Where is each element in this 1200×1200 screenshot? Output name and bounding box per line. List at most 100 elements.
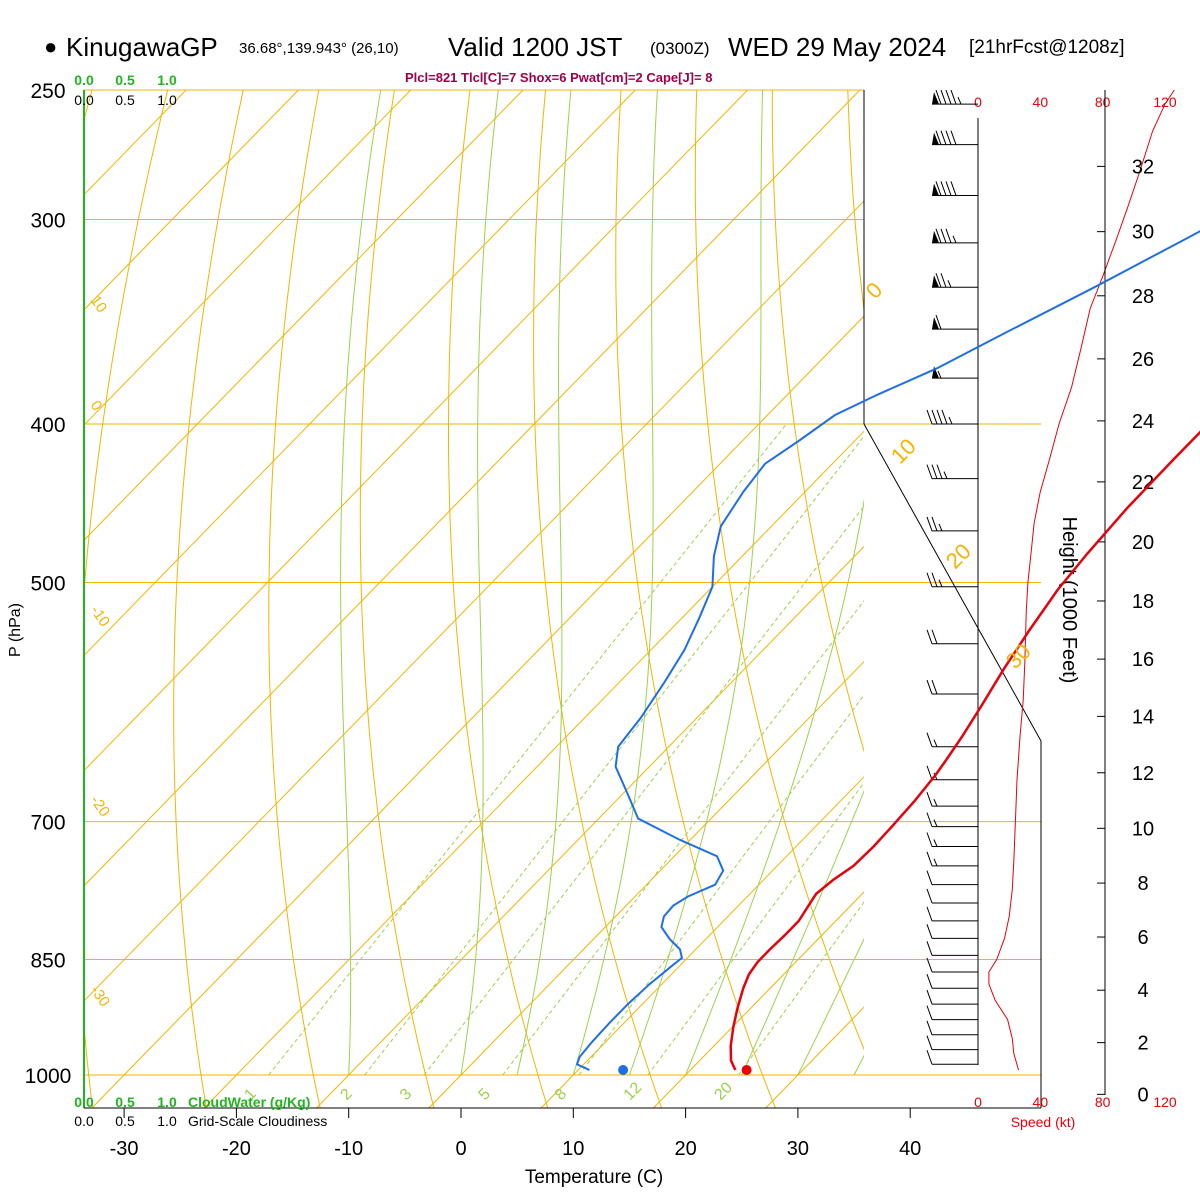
wind-barb-pennant [932,183,939,196]
grid-lines: 1 2 3 5 8 12 20 [84,90,1200,1110]
x-axis-label: Temperature (C) [525,1167,663,1188]
wind-barb-pennant [932,92,939,105]
temperature-tick-label: 40 [899,1138,921,1160]
cloudiness-scale-label: 0.0 [74,1113,94,1129]
pressure-tick-label: 1000 [25,1065,72,1088]
wind-barb-flag [935,273,942,288]
pressure-tick-label: 850 [30,950,65,973]
sounding-series [575,230,1200,1076]
height-tick-label: 18 [1132,591,1154,613]
mixing-ratio-line [578,694,864,1076]
moist-adiabat-line [572,90,658,1076]
speed-tick-label-bottom: 40 [1033,1094,1049,1110]
height-tick-label: 4 [1137,980,1148,1002]
isotherm-label: -30 [87,983,113,1011]
dry-adiabat-line [771,90,864,753]
temperature-tick-label: 30 [787,1138,809,1160]
wind-barb-flag [931,516,938,532]
cloudiness-scale-top-label: 0.0 [74,92,94,108]
wind-barb-flag [926,1050,933,1065]
height-tick-label: 6 [1137,927,1148,949]
wind-barb-half-flag [952,235,957,244]
speed-tick-label-top: 0 [974,94,982,110]
height-tick-label: 8 [1137,873,1148,895]
wind-barb-flag [926,765,933,780]
wind-barb-flag [926,924,933,939]
moist-adiabat-line [741,789,864,1076]
dry-adiabat-line [1150,90,1200,1110]
wind-barb-flag [936,464,943,479]
wind-barb-flag [926,888,933,904]
cloudiness-scale-label: 1.0 [157,1113,177,1129]
pressure-tick-label: 400 [30,414,65,437]
skew-temperature-label: 10 [886,434,921,469]
wind-barb-flag [926,1020,933,1035]
wind-barb-half-flag [938,579,943,587]
moist-adiabat-line [516,90,572,1076]
wind-barb-pennant [932,317,939,330]
dry-adiabat-line [268,90,321,1108]
wind-barb-pennant [932,132,939,145]
wind-barb-flag [926,732,933,747]
speed-tick-label-bottom: 0 [974,1094,982,1110]
speed-tick-label-top: 80 [1095,94,1111,110]
moist-adiabat-line [797,937,864,1076]
cloudiness-scale-top-label: 1.0 [157,92,177,108]
isotherm-line [91,315,864,1108]
wind-barb-flag [931,409,938,425]
height-tick-label: 26 [1132,349,1154,371]
wind-barb-flag [945,89,952,105]
height-tick-label: 32 [1132,156,1154,178]
wind-barb-flag [945,228,952,244]
skew-temperature-label: 0 [861,277,887,303]
wind-barb-flag [926,409,933,425]
height-tick-label: 14 [1132,706,1154,728]
frame-diagonal-line [863,423,1042,1108]
wind-barb-flag [935,130,942,145]
isotherm-line [84,200,864,1002]
wind-barb-flag [931,464,938,479]
dry-adiabat-line [448,90,549,1108]
dry-adiabat-line [173,90,244,1108]
valid-label: Valid 1200 JST [448,32,623,62]
wind-barb-flag [936,409,943,425]
wind-barb-flag [935,314,942,330]
station-marker-icon: ● [44,34,58,59]
moist-adiabat-line [629,90,764,1076]
temperature-tick-label: 10 [562,1138,584,1160]
skew-temperature-label: 20 [941,539,976,574]
wind-barb-flag [940,228,947,244]
cloud-scale-top-label: 0.0 [74,72,94,88]
speed-tick-label-top: 40 [1033,94,1049,110]
isotherm-line [203,430,864,1108]
dry-adiabat-line [533,90,663,1108]
height-tick-label: 24 [1132,411,1154,433]
cloud-scale-top-label: 0.5 [115,72,135,88]
surface-dewpoint-point [618,1065,629,1076]
isotherm-line [653,891,864,1108]
cloudwater-scale-label: 0.5 [115,1094,135,1110]
pressure-tick-label: 250 [30,80,65,103]
isotherm-line [540,776,864,1108]
wind-barb-flag [926,974,933,989]
mixing-ratio-line [502,599,864,1076]
isotherm-line [428,660,864,1108]
wind-barb-half-flag [957,96,962,105]
wind-barb-flag [950,89,957,105]
height-tick-label: 12 [1132,763,1154,785]
moist-adiabat-line [460,90,499,1076]
mixing-ratio-line [738,901,864,1076]
isotherm-line [84,90,187,196]
mixing-ratio-label: 3 [397,1085,415,1103]
mixing-ratio-line [647,781,864,1076]
moist-adiabat-line [685,498,864,1076]
wind-barb-flag [926,516,933,532]
cloud-scale-top-label: 1.0 [157,72,177,88]
wind-barb-pennant [932,230,939,243]
station-name: KinugawaGP [66,32,218,62]
mixing-ratio-label: 20 [711,1079,736,1104]
wind-barb-flag [926,957,933,973]
wind-barb-pennant [932,275,939,288]
speed-axis-label: Speed (kt) [1011,1114,1076,1130]
wind-barb-flag [935,181,942,196]
